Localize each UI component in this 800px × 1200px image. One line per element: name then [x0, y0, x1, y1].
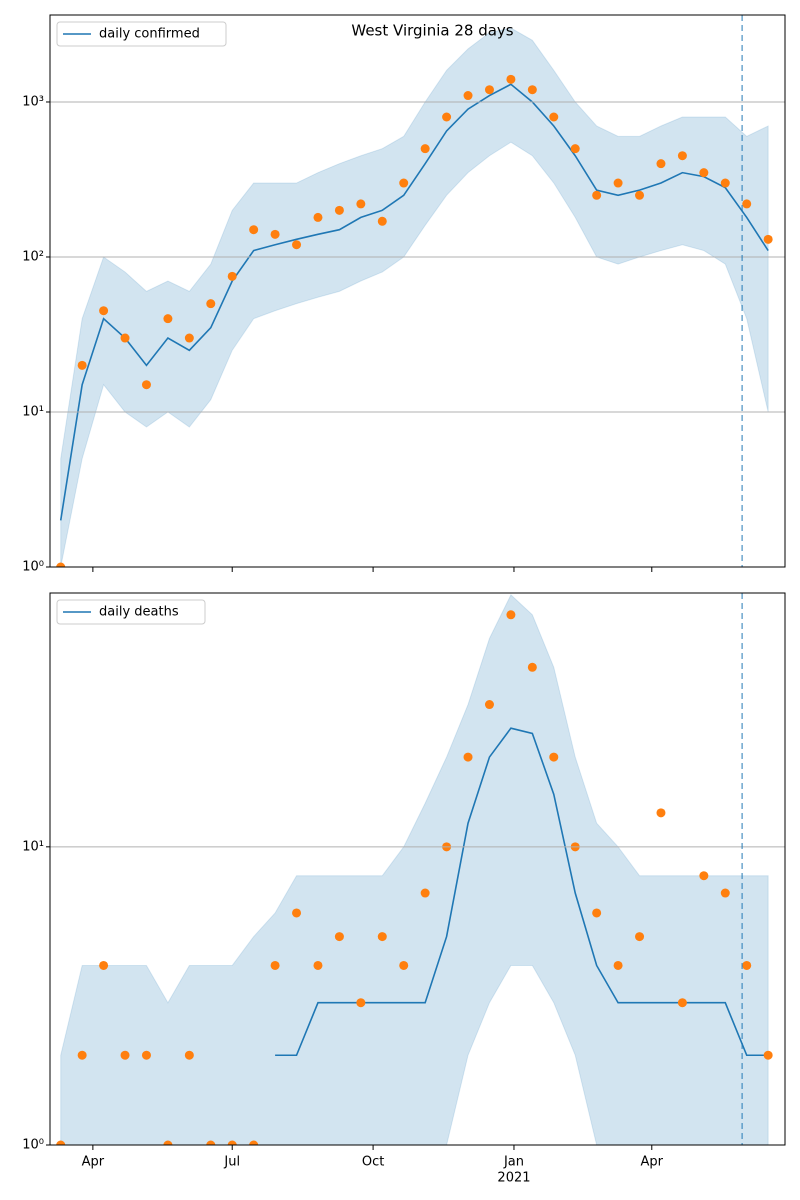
- data-point: [677, 151, 687, 161]
- data-point: [334, 932, 344, 942]
- chart-title: West Virginia 28 days: [351, 22, 513, 40]
- y-tick-label: 10⁰: [22, 1138, 44, 1153]
- data-point: [206, 299, 216, 309]
- data-point: [699, 871, 709, 881]
- data-point: [270, 960, 280, 970]
- data-point: [399, 178, 409, 188]
- x-tick-label: Jul: [223, 1155, 240, 1170]
- data-point: [613, 178, 623, 188]
- frame: [49, 592, 786, 1146]
- plot-area: [56, 594, 773, 1145]
- data-point: [77, 1050, 87, 1060]
- data-point: [484, 85, 494, 95]
- y-tick-label: 10⁰: [22, 560, 44, 575]
- legend-label: daily confirmed: [99, 27, 200, 42]
- data-point: [463, 91, 473, 101]
- x-tick-label: Apr: [641, 1155, 664, 1170]
- data-point: [635, 932, 645, 942]
- data-point: [677, 998, 687, 1008]
- data-point: [377, 932, 387, 942]
- data-point: [549, 112, 559, 122]
- data-point: [120, 333, 130, 343]
- data-point: [99, 306, 109, 316]
- data-point: [77, 360, 87, 370]
- data-point: [184, 1050, 194, 1060]
- data-point: [292, 908, 302, 918]
- x-tick-label: Apr: [82, 1155, 105, 1170]
- legend-box: [56, 599, 206, 625]
- legend-box: [56, 21, 227, 47]
- data-point: [292, 240, 302, 250]
- y-tick-label: 10²: [22, 249, 44, 264]
- y-tick-label: 10³: [22, 94, 44, 109]
- band: [60, 594, 769, 1145]
- series-line: [59, 83, 769, 521]
- data-point: [163, 1140, 173, 1145]
- data-point: [592, 908, 602, 918]
- data-point: [56, 1140, 66, 1145]
- data-point: [377, 216, 387, 226]
- data-point: [313, 212, 323, 222]
- y-tick-label: 10¹: [22, 839, 44, 854]
- data-point: [484, 700, 494, 710]
- data-point: [227, 271, 237, 281]
- data-point: [442, 112, 452, 122]
- data-point: [141, 1050, 151, 1060]
- data-point: [720, 888, 730, 898]
- x-year-label: 2021: [497, 1171, 530, 1186]
- data-point: [656, 159, 666, 169]
- data-point: [120, 1050, 130, 1060]
- data-point: [141, 380, 151, 390]
- data-point: [549, 752, 559, 762]
- data-point: [356, 998, 366, 1008]
- data-point: [527, 85, 537, 95]
- data-point: [334, 205, 344, 215]
- data-point: [527, 662, 537, 672]
- data-point: [506, 74, 516, 84]
- data-point: [592, 190, 602, 200]
- data-point: [313, 960, 323, 970]
- band: [60, 27, 769, 567]
- data-point: [249, 1140, 259, 1145]
- data-point: [206, 1140, 216, 1145]
- plot-area: [56, 27, 773, 567]
- x-tick-label: Jan: [503, 1155, 524, 1170]
- data-point: [420, 144, 430, 154]
- data-point: [742, 960, 752, 970]
- data-point: [742, 199, 752, 209]
- data-point: [227, 1140, 237, 1145]
- data-point: [184, 333, 194, 343]
- x-tick-label: Oct: [362, 1155, 384, 1170]
- frame: [49, 14, 786, 568]
- data-point: [356, 199, 366, 209]
- data-point: [420, 888, 430, 898]
- data-point: [763, 1050, 773, 1060]
- data-point: [506, 610, 516, 620]
- data-point: [720, 178, 730, 188]
- data-point: [56, 562, 66, 567]
- data-point: [163, 314, 173, 324]
- data-point: [463, 752, 473, 762]
- data-point: [570, 144, 580, 154]
- y-tick-label: 10¹: [22, 404, 44, 419]
- data-point: [270, 229, 280, 239]
- data-point: [399, 960, 409, 970]
- data-point: [763, 234, 773, 244]
- data-point: [249, 225, 259, 235]
- data-point: [656, 808, 666, 818]
- data-point: [613, 960, 623, 970]
- data-point: [635, 190, 645, 200]
- data-point: [99, 960, 109, 970]
- legend-label: daily deaths: [99, 605, 179, 620]
- data-point: [699, 168, 709, 178]
